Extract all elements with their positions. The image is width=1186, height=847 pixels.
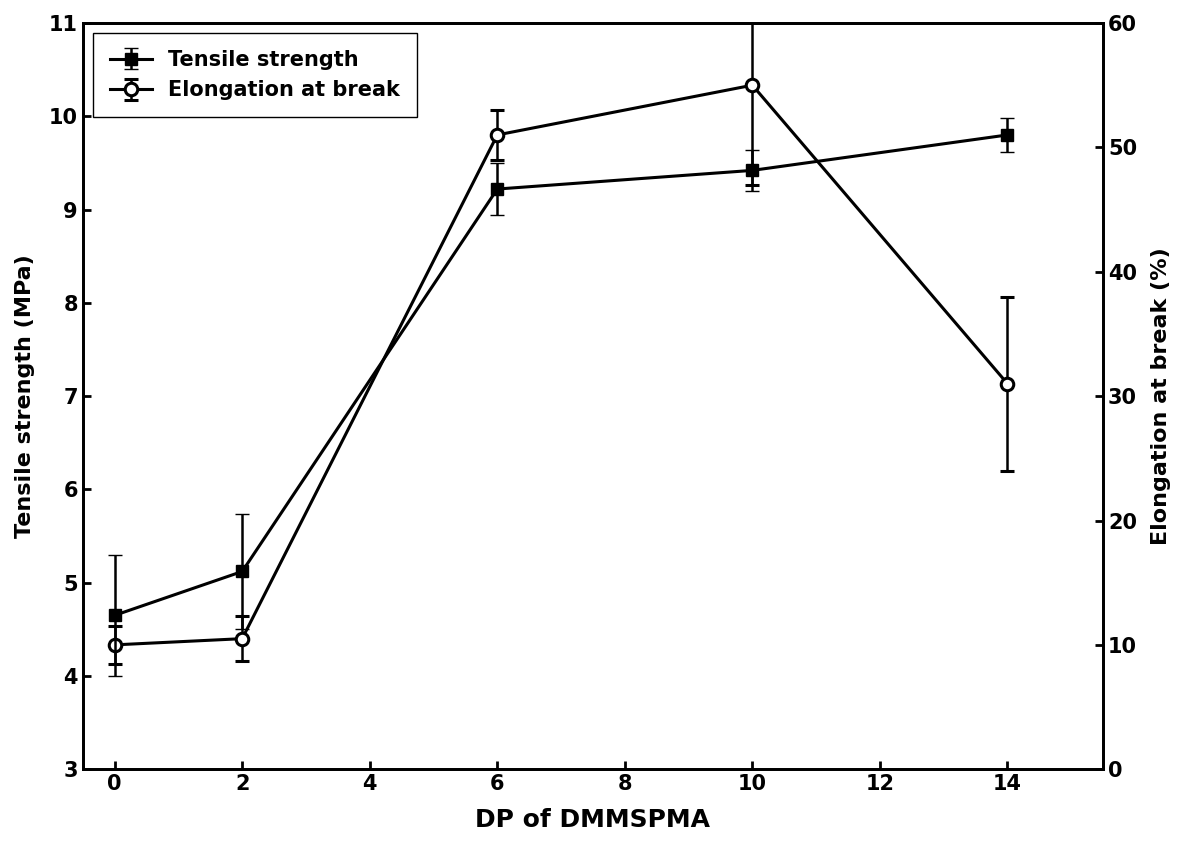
Y-axis label: Tensile strength (MPa): Tensile strength (MPa) — [15, 254, 36, 538]
Y-axis label: Elongation at break (%): Elongation at break (%) — [1150, 247, 1171, 545]
X-axis label: DP of DMMSPMA: DP of DMMSPMA — [476, 808, 710, 832]
Legend: Tensile strength, Elongation at break: Tensile strength, Elongation at break — [94, 33, 416, 117]
